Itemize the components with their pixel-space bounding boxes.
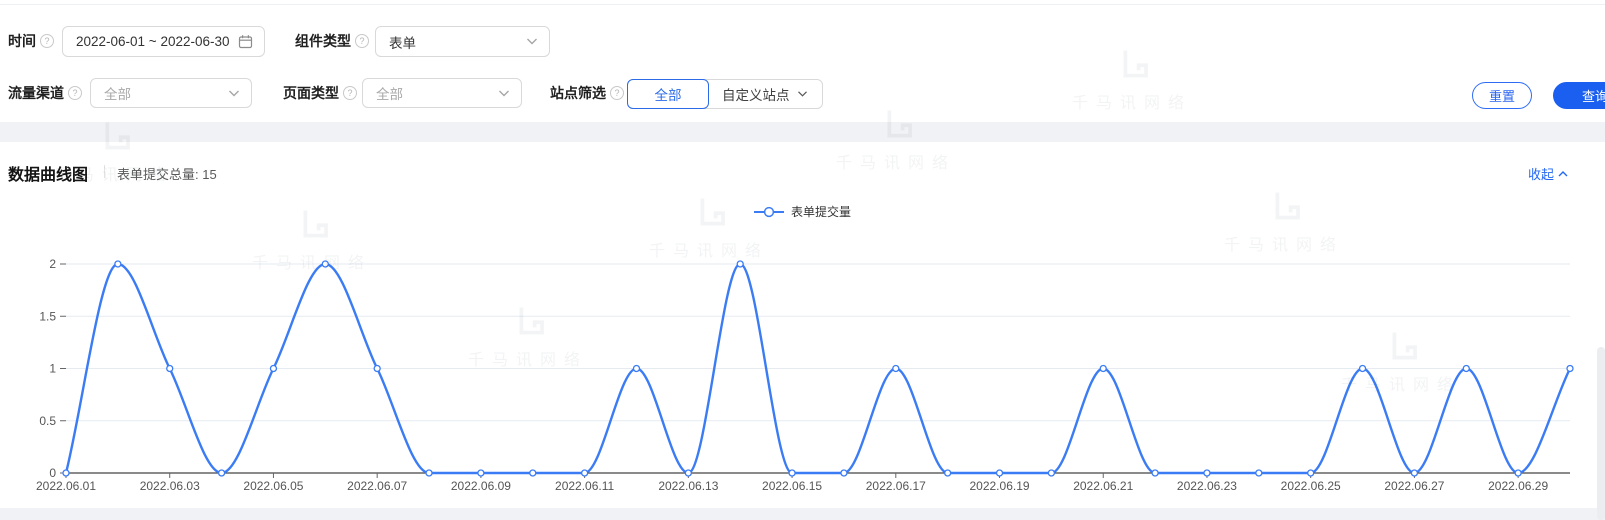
- time-filter-label: 时间: [8, 33, 36, 49]
- legend-item[interactable]: 表单提交量: [0, 203, 1605, 220]
- date-range-input[interactable]: 2022-06-01 ~ 2022-06-30: [62, 26, 265, 57]
- time-help-icon[interactable]: [40, 34, 54, 48]
- chart-summary: 表单提交总量: 15: [117, 167, 217, 182]
- traffic-channel-help-icon[interactable]: [68, 86, 82, 100]
- svg-text:2022.06.25: 2022.06.25: [1281, 479, 1341, 493]
- component-type-help-icon[interactable]: [355, 34, 369, 48]
- site-filter-all-button[interactable]: 全部: [627, 79, 709, 109]
- date-range-value: 2022-06-01 ~ 2022-06-30: [76, 34, 230, 49]
- chevron-down-icon: [797, 91, 807, 97]
- chevron-up-icon: [1558, 170, 1568, 176]
- component-type-value: 表单: [389, 35, 416, 51]
- chevron-down-icon: [527, 38, 537, 45]
- top-border: [0, 4, 1605, 5]
- svg-text:2022.06.05: 2022.06.05: [243, 479, 303, 493]
- page-type-help-icon[interactable]: [343, 86, 357, 100]
- component-type-select[interactable]: 表单: [375, 26, 550, 57]
- svg-text:1: 1: [49, 362, 56, 376]
- collapse-link[interactable]: 收起: [1528, 164, 1568, 183]
- svg-text:2022.06.21: 2022.06.21: [1073, 479, 1133, 493]
- svg-text:0: 0: [49, 466, 56, 480]
- site-filter-custom-label: 自定义站点: [722, 88, 790, 103]
- svg-text:2022.06.07: 2022.06.07: [347, 479, 407, 493]
- traffic-channel-select[interactable]: 全部: [90, 78, 252, 108]
- page-background-strip: [0, 508, 1605, 520]
- traffic-channel-label: 流量渠道: [8, 85, 64, 101]
- svg-text:2: 2: [49, 257, 56, 271]
- scrollbar[interactable]: [1597, 347, 1605, 520]
- site-filter-custom-button[interactable]: 自定义站点: [708, 80, 822, 108]
- reset-button[interactable]: 重置: [1472, 82, 1532, 109]
- calendar-icon: [238, 35, 253, 49]
- traffic-channel-value: 全部: [104, 87, 131, 102]
- title-divider: [104, 165, 105, 178]
- y-gridlines: [66, 263, 1570, 422]
- section-separator: [0, 122, 1605, 142]
- collapse-label: 收起: [1528, 167, 1555, 182]
- site-filter-label: 站点筛选: [550, 85, 606, 101]
- svg-text:2022.06.17: 2022.06.17: [866, 479, 926, 493]
- svg-text:2022.06.29: 2022.06.29: [1488, 479, 1548, 493]
- svg-text:2022.06.23: 2022.06.23: [1177, 479, 1237, 493]
- chart-card: 数据曲线图 表单提交总量: 15 收起 表单提交量: [0, 142, 1605, 508]
- data-point-markers: [62, 260, 1574, 477]
- svg-text:2022.06.13: 2022.06.13: [658, 479, 718, 493]
- x-axis-labels: 2022.06.01 2022.06.03 2022.06.05 2022.06.07…: [36, 479, 1549, 493]
- chart-title: 数据曲线图: [8, 167, 89, 184]
- page-type-value: 全部: [376, 87, 403, 102]
- svg-text:0.5: 0.5: [39, 414, 56, 428]
- page-type-select[interactable]: 全部: [362, 78, 522, 108]
- chevron-down-icon: [229, 90, 239, 96]
- legend-line-marker-icon: [753, 206, 784, 217]
- svg-text:2022.06.01: 2022.06.01: [36, 479, 96, 493]
- svg-text:2022.06.09: 2022.06.09: [451, 479, 511, 493]
- site-filter-segmented-control: 全部 自定义站点: [627, 79, 823, 109]
- series-line: [64, 262, 1572, 475]
- svg-text:1.5: 1.5: [39, 309, 56, 323]
- svg-text:2022.06.15: 2022.06.15: [762, 479, 822, 493]
- svg-text:2022.06.11: 2022.06.11: [555, 479, 614, 493]
- y-axis-labels: 0 0.5 1 1.5 2: [39, 257, 56, 480]
- page-type-label: 页面类型: [283, 85, 339, 101]
- chevron-down-icon: [499, 90, 509, 96]
- site-filter-help-icon[interactable]: [610, 86, 624, 100]
- svg-text:2022.06.03: 2022.06.03: [140, 479, 200, 493]
- component-type-label: 组件类型: [295, 33, 351, 49]
- svg-text:2022.06.27: 2022.06.27: [1384, 479, 1444, 493]
- svg-text:2022.06.19: 2022.06.19: [969, 479, 1029, 493]
- legend-label: 表单提交量: [790, 205, 851, 219]
- axes: [60, 263, 1570, 478]
- filter-panel: 时间 2022-06-01 ~ 2022-06-30 组件类型 表单 流量渠道 …: [0, 5, 1605, 122]
- query-button[interactable]: 查询: [1553, 82, 1605, 109]
